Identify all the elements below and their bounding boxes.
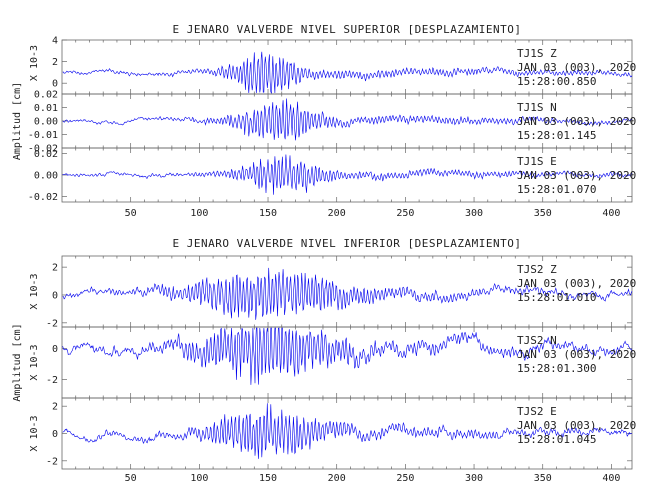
time-label: 15:28:01.300 [517, 362, 596, 375]
x-tick-label: 150 [259, 473, 277, 484]
time-label: 15:28:00.850 [517, 75, 596, 88]
x-tick-label: 150 [259, 208, 277, 219]
date-label: JAN 03 (003), 2020 [517, 169, 636, 182]
date-label: JAN 03 (003), 2020 [517, 115, 636, 128]
y-tick-label: 2 [52, 57, 58, 68]
x-tick-label: 100 [190, 473, 208, 484]
y-tick-label: -2 [46, 318, 58, 329]
time-label: 15:28:01.045 [517, 433, 596, 446]
y-tick-label: -2 [46, 456, 58, 467]
waveform-trace [62, 154, 633, 195]
y-tick-label: -0.02 [28, 144, 58, 155]
x-tick-label: 350 [534, 473, 552, 484]
x-tick-label: 400 [602, 473, 620, 484]
y-tick-label: -2 [46, 375, 58, 386]
scale-label: X 10-3 [29, 273, 40, 309]
chart-title: E JENARO VALVERDE NIVEL INFERIOR [DESPLA… [172, 237, 521, 250]
y-tick-label: 0.00 [34, 171, 58, 182]
date-label: JAN 03 (003), 2020 [517, 348, 636, 361]
time-label: 15:28:01.010 [517, 291, 596, 304]
x-tick-label: 400 [602, 208, 620, 219]
waveform-trace [62, 403, 633, 459]
waveform-trace [62, 327, 633, 385]
x-tick-label: 50 [125, 473, 137, 484]
date-label: JAN 03 (003), 2020 [517, 61, 636, 74]
time-label: 15:28:01.070 [517, 183, 596, 196]
y-tick-label: 0.02 [34, 149, 58, 160]
y-tick-label: 0 [52, 79, 58, 90]
station-label: TJ1S Z [517, 47, 557, 60]
y-tick-label: 0 [52, 429, 58, 440]
y-tick-label: 0.02 [34, 90, 58, 101]
date-label: JAN 03 (003), 2020 [517, 277, 636, 290]
station-label: TJ1S E [517, 155, 557, 168]
y-tick-label: 0.00 [34, 117, 58, 128]
scale-label: X 10-3 [29, 45, 40, 81]
y-tick-label: -0.01 [28, 130, 58, 141]
waveform-trace [62, 267, 633, 320]
waveform-trace [62, 98, 633, 141]
station-label: TJS2 Z [517, 263, 557, 276]
scale-label: X 10-3 [29, 344, 40, 380]
x-tick-label: 100 [190, 208, 208, 219]
x-tick-label: 350 [534, 208, 552, 219]
x-tick-label: 300 [465, 473, 483, 484]
y-tick-label: 2 [52, 402, 58, 413]
y-tick-label: 0 [52, 344, 58, 355]
y-tick-label: -0.02 [28, 192, 58, 203]
waveform-trace [62, 51, 633, 94]
time-label: 15:28:01.145 [517, 129, 596, 142]
scale-label: X 10-3 [29, 415, 40, 451]
x-tick-label: 200 [328, 208, 346, 219]
y-tick-label: 4 [52, 36, 58, 47]
x-tick-label: 200 [328, 473, 346, 484]
x-tick-label: 50 [125, 208, 137, 219]
x-tick-label: 300 [465, 208, 483, 219]
station-label: TJ1S N [517, 101, 557, 114]
chart-group-1: E JENARO VALVERDE NIVEL SUPERIOR [DESPLA… [12, 23, 636, 219]
x-tick-label: 250 [396, 473, 414, 484]
date-label: JAN 03 (003), 2020 [517, 419, 636, 432]
y-tick-label: 0.01 [34, 103, 58, 114]
y-axis-label: Amplitud [cm] [12, 82, 23, 160]
y-axis-label: Amplitud [cm] [12, 323, 23, 401]
y-tick-label: 0 [52, 290, 58, 301]
x-tick-label: 250 [396, 208, 414, 219]
station-label: TJS2 E [517, 405, 557, 418]
chart-title: E JENARO VALVERDE NIVEL SUPERIOR [DESPLA… [172, 23, 521, 36]
chart-group-2: E JENARO VALVERDE NIVEL INFERIOR [DESPLA… [12, 237, 636, 484]
station-label: TJS2 N [517, 334, 557, 347]
y-tick-label: 2 [52, 263, 58, 274]
